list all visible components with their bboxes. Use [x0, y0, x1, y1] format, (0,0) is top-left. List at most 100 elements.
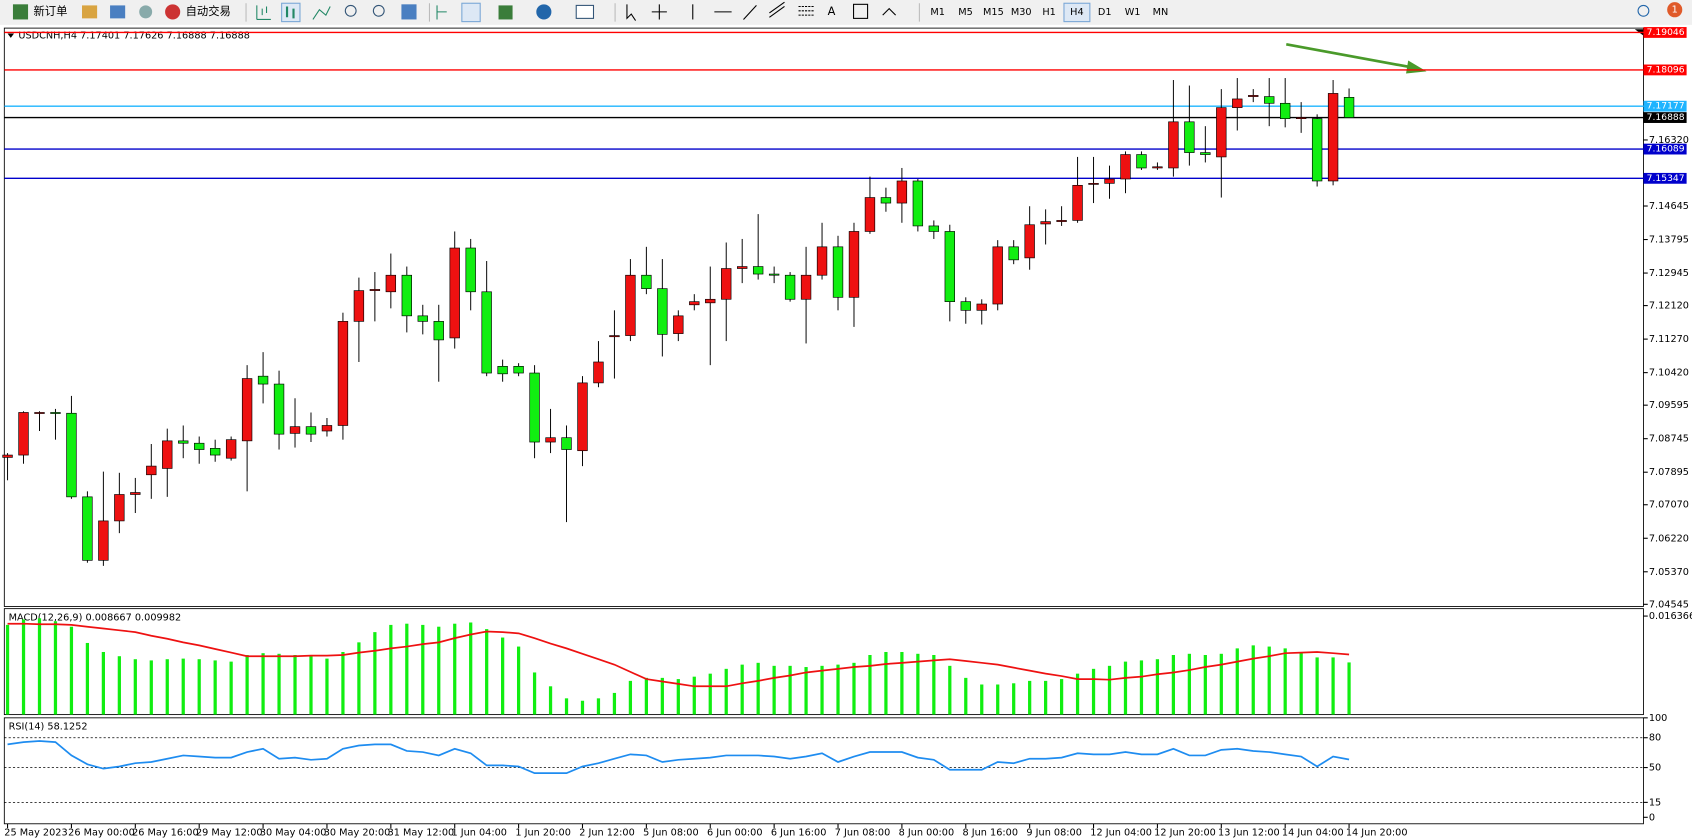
timeframe-button[interactable]: M30	[1011, 7, 1032, 18]
level-label: 7.16089	[1647, 144, 1685, 155]
timeframe-button[interactable]: MN	[1153, 7, 1169, 18]
level-label-bg	[1643, 112, 1687, 123]
timeframe-bar: M1 M5 M15 M30 H1 H4 D1 W1 MN	[930, 2, 1169, 23]
auto-trading-button[interactable]: 自动交易	[186, 4, 231, 18]
candle-body	[992, 246, 1003, 305]
label-tool-button[interactable]	[853, 3, 869, 19]
candle-body	[625, 274, 636, 336]
candle-body	[178, 440, 189, 444]
candle-body	[1280, 102, 1291, 119]
macd-bar	[948, 665, 952, 715]
candle-body	[816, 246, 828, 276]
symbol-marker	[7, 33, 15, 38]
toolbar-icon[interactable]	[110, 5, 126, 19]
timeframe-button[interactable]: H4	[1070, 7, 1083, 18]
crosshair-button[interactable]	[651, 4, 667, 20]
macd-bar	[1123, 661, 1128, 715]
candle-body	[673, 315, 684, 334]
level-label-bg	[1643, 143, 1687, 155]
fibo-button[interactable]	[798, 5, 814, 16]
candle-body	[18, 412, 29, 456]
macd-bar	[852, 662, 856, 715]
timeframe-button[interactable]: D1	[1098, 7, 1112, 18]
zoom-in-button[interactable]	[344, 4, 357, 17]
toolbar-icon[interactable]	[82, 5, 98, 19]
y-tick-label: 7.07895	[1649, 467, 1689, 478]
candle-body	[529, 372, 540, 443]
candle-body	[289, 426, 301, 434]
macd-bar	[836, 664, 840, 715]
macd-panel	[3, 608, 1644, 716]
macd-bar	[1139, 660, 1144, 715]
candle-body	[944, 231, 955, 302]
candle-body	[1295, 117, 1307, 119]
y-tick-label: 15	[1649, 797, 1661, 808]
x-tick-label: 14 Jun 04:00	[1282, 827, 1344, 838]
macd-bar	[245, 655, 249, 715]
macd-bar	[69, 626, 74, 715]
candle-body	[1008, 246, 1019, 261]
candle-body	[880, 197, 892, 204]
line-chart-button[interactable]	[312, 6, 331, 20]
macd-bar	[788, 665, 792, 715]
macd-bar	[804, 667, 808, 715]
templates-button[interactable]	[575, 4, 595, 19]
y-tick-label: 7.16320	[1649, 135, 1689, 146]
auto-trading-icon[interactable]	[165, 4, 181, 20]
arrows-button[interactable]	[882, 7, 897, 16]
candle-chart-button[interactable]	[281, 2, 301, 23]
macd-bar	[516, 646, 521, 715]
timeframe-button[interactable]: M1	[930, 7, 945, 18]
search-button[interactable]	[1637, 4, 1650, 17]
timeframe-button[interactable]: M15	[983, 7, 1004, 18]
x-tick-label: 12 Jun 20:00	[1154, 827, 1216, 838]
candle-body	[401, 274, 412, 317]
rsi-panel	[3, 717, 1644, 825]
candle-body	[305, 426, 317, 435]
candle-body	[976, 303, 987, 311]
tile-windows-button[interactable]	[401, 4, 417, 20]
bar-chart-button[interactable]	[256, 5, 271, 20]
x-tick-label: 1 Jun 20:00	[515, 827, 571, 838]
candle-body	[1311, 118, 1323, 182]
zoom-out-button[interactable]	[372, 4, 385, 17]
macd-bar	[229, 661, 233, 715]
periods-button[interactable]	[536, 4, 552, 20]
timeframe-button[interactable]: M5	[958, 7, 973, 18]
trendline-button[interactable]	[743, 5, 757, 20]
timeframe-button[interactable]: H1	[1042, 7, 1055, 18]
macd-bar	[1187, 653, 1191, 715]
toolbar-icon[interactable]	[139, 5, 153, 19]
channel-button[interactable]	[769, 1, 785, 18]
candle-body	[194, 442, 205, 450]
level-label: 7.17177	[1647, 101, 1685, 112]
candle-body	[465, 247, 476, 293]
autoscroll-button[interactable]	[436, 5, 447, 20]
indicators-button[interactable]	[498, 5, 513, 20]
chart-shift-button[interactable]	[461, 2, 481, 23]
level-label: 7.18096	[1647, 64, 1685, 75]
candle-body	[337, 321, 349, 426]
macd-bar	[1235, 648, 1239, 715]
level-label-bg	[1643, 100, 1687, 112]
new-order-button[interactable]: 新订单	[33, 4, 67, 18]
candle-body	[657, 288, 668, 335]
text-tool-button[interactable]: A	[828, 4, 836, 18]
alerts-badge[interactable]	[1667, 2, 1683, 18]
new-order-icon[interactable]	[12, 4, 29, 20]
candle-body	[449, 247, 460, 339]
y-tick-label: 0.016366	[1649, 611, 1692, 622]
macd-bar	[628, 680, 633, 715]
timeframe-button[interactable]: W1	[1125, 7, 1141, 18]
macd-bar	[1012, 683, 1016, 715]
candle-body	[321, 425, 333, 432]
candle-body	[1264, 96, 1275, 104]
x-tick-label: 14 Jun 20:00	[1346, 827, 1408, 838]
signal-line	[7, 622, 1350, 688]
candle-body	[1136, 154, 1147, 169]
candle-body	[832, 246, 844, 298]
macd-bar	[1171, 655, 1176, 715]
macd-bar	[596, 698, 601, 715]
cursor-button[interactable]	[626, 4, 637, 21]
